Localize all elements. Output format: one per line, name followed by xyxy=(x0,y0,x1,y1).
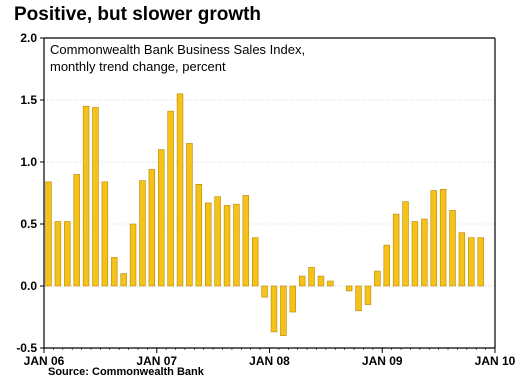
bar xyxy=(176,93,184,287)
bar xyxy=(280,285,287,336)
bar xyxy=(355,285,362,312)
bar xyxy=(364,285,372,305)
bar xyxy=(374,270,381,287)
bar xyxy=(120,273,127,287)
y-tick-label: 0.0 xyxy=(20,279,37,293)
bar xyxy=(270,285,278,333)
bar xyxy=(158,149,165,287)
bars xyxy=(45,93,484,336)
bar xyxy=(289,285,297,313)
bar xyxy=(167,110,174,287)
bar xyxy=(449,210,456,287)
bar xyxy=(392,213,400,287)
bar xyxy=(458,232,466,287)
bar xyxy=(223,205,231,287)
x-tick-label: JAN 07 xyxy=(136,354,177,368)
x-tick-label: JAN 10 xyxy=(475,354,516,368)
y-tick-label: 1.0 xyxy=(20,155,37,169)
bar xyxy=(261,285,268,298)
bar xyxy=(186,143,193,287)
y-tick-label: 0.5 xyxy=(20,217,37,231)
chart-title: Positive, but slower growth xyxy=(14,4,262,25)
bar xyxy=(139,180,146,287)
bar xyxy=(195,184,203,287)
bar xyxy=(317,275,325,287)
bar xyxy=(252,237,259,287)
bar xyxy=(411,221,419,287)
axes xyxy=(40,37,496,353)
bar xyxy=(308,267,315,287)
bar xyxy=(402,201,409,287)
bar xyxy=(92,107,99,287)
y-tick-labels: 2.0 1.5 1.0 0.5 0.0 -0.5 xyxy=(16,31,37,355)
bar xyxy=(148,169,156,287)
bar xyxy=(101,181,109,287)
bar xyxy=(468,237,475,287)
bar xyxy=(214,196,221,287)
bar xyxy=(383,244,390,287)
x-tick-labels: JAN 06 JAN 07 JAN 08 JAN 09 JAN 10 xyxy=(24,354,516,368)
bar xyxy=(477,237,484,287)
bar xyxy=(298,275,306,287)
bar xyxy=(421,218,428,287)
bar xyxy=(430,190,437,287)
bar xyxy=(64,221,71,287)
bar xyxy=(205,202,212,287)
x-tick-label: JAN 09 xyxy=(362,354,403,368)
y-tick-label: 2.0 xyxy=(20,31,37,45)
y-tick-label: 1.5 xyxy=(20,93,37,107)
bar xyxy=(345,285,353,292)
bar xyxy=(111,257,118,287)
source-note: Source: Commonwealth Bank xyxy=(48,366,204,378)
bar xyxy=(242,195,250,287)
bar xyxy=(54,221,62,287)
bar xyxy=(82,105,90,287)
bar xyxy=(45,181,52,287)
bar xyxy=(233,203,240,287)
bar xyxy=(129,223,137,287)
bar xyxy=(73,174,80,287)
y-tick-label: -0.5 xyxy=(16,341,37,355)
x-tick-label: JAN 08 xyxy=(249,354,290,368)
gridlines xyxy=(44,99,495,287)
x-tick-label: JAN 06 xyxy=(24,354,65,368)
bar xyxy=(439,188,447,287)
chart-subtitle-line-2: monthly trend change, percent xyxy=(50,59,226,74)
chart-subtitle-line-1: Commonwealth Bank Business Sales Index, xyxy=(50,42,305,57)
bar xyxy=(327,280,334,287)
